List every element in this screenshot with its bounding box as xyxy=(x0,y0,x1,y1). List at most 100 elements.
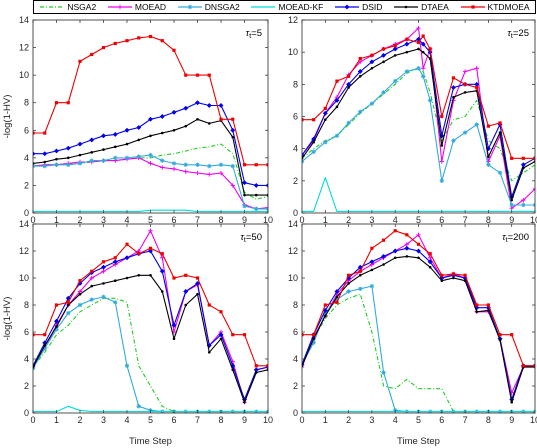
data-point xyxy=(404,41,410,47)
data-point xyxy=(497,170,503,175)
data-point xyxy=(125,242,129,246)
data-point xyxy=(243,193,246,197)
series-group xyxy=(33,228,268,413)
data-point xyxy=(184,124,188,128)
data-point xyxy=(231,333,235,337)
data-point xyxy=(66,310,71,316)
x-tick-label: 1 xyxy=(323,215,328,225)
y-tick-label: 2 xyxy=(293,381,298,391)
data-point xyxy=(101,260,106,264)
legend-marker xyxy=(404,5,408,9)
tau-annotation: τt=200 xyxy=(502,232,529,244)
series-line-moead-kf xyxy=(302,177,535,212)
data-point xyxy=(66,101,70,105)
x-tick-label: 5 xyxy=(148,415,153,425)
y-tick-label: 0 xyxy=(24,408,29,418)
data-point xyxy=(420,74,426,79)
legend-item: DNSGA2 xyxy=(177,2,240,12)
data-point xyxy=(195,73,200,77)
data-point xyxy=(382,60,385,64)
data-point xyxy=(440,114,444,119)
chart-panel-3: 0 1 2 3 4 5 6 7 8 9 1002468101214τt=50-log(1-HV)Ti… xyxy=(2,219,273,447)
y-tick-label: 4 xyxy=(24,153,29,163)
data-point xyxy=(302,152,305,158)
y-tick-label: 12 xyxy=(288,246,298,256)
data-point xyxy=(463,279,467,283)
x-tick-label: 8 xyxy=(486,215,491,225)
data-point xyxy=(452,276,455,280)
data-point xyxy=(393,229,397,233)
y-tick-label: 6 xyxy=(24,125,29,135)
data-point xyxy=(532,186,535,192)
data-point xyxy=(196,117,199,121)
data-point xyxy=(440,144,444,147)
data-point xyxy=(347,74,351,78)
data-point xyxy=(510,400,513,404)
data-point xyxy=(206,102,212,109)
data-point xyxy=(78,59,82,63)
chart-panel-2: 012345678910024681012τt=25 xyxy=(288,15,537,225)
data-point xyxy=(334,97,340,103)
data-point xyxy=(475,303,479,307)
data-point xyxy=(184,273,188,277)
data-point xyxy=(381,90,386,95)
data-point xyxy=(521,197,526,203)
data-point xyxy=(416,66,421,71)
data-point xyxy=(335,105,339,109)
data-point xyxy=(463,273,467,277)
data-point xyxy=(370,246,374,250)
data-point xyxy=(358,74,362,78)
data-point xyxy=(462,69,468,74)
data-point xyxy=(54,327,59,332)
data-point xyxy=(77,141,83,147)
data-point xyxy=(404,69,410,74)
data-point xyxy=(312,140,315,144)
x-tick-label: 3 xyxy=(369,415,374,425)
data-point xyxy=(90,52,94,57)
data-point xyxy=(405,233,409,237)
data-point xyxy=(451,272,456,276)
data-point xyxy=(254,206,259,212)
data-point xyxy=(381,238,386,242)
data-point xyxy=(312,118,316,122)
data-point xyxy=(230,163,235,169)
data-point xyxy=(440,279,444,283)
data-point xyxy=(416,232,421,237)
tau-subscript: t xyxy=(506,237,508,244)
x-tick-label: 2 xyxy=(77,215,82,225)
data-point xyxy=(100,264,107,270)
data-point xyxy=(254,193,258,197)
data-point xyxy=(420,41,426,47)
data-point xyxy=(451,76,456,80)
data-point xyxy=(219,117,223,121)
data-point xyxy=(404,245,410,251)
data-point xyxy=(335,295,339,299)
data-point xyxy=(323,303,327,307)
data-point xyxy=(113,41,117,46)
data-point xyxy=(427,259,433,265)
data-point xyxy=(55,157,58,161)
data-point xyxy=(195,170,200,176)
legend-label: DNSGA2 xyxy=(204,2,240,12)
tau-symbol: τ xyxy=(240,232,245,243)
data-point xyxy=(100,133,107,139)
data-point xyxy=(521,364,525,368)
data-point xyxy=(266,364,268,368)
data-point xyxy=(463,91,467,94)
legend-swatch xyxy=(177,4,202,10)
legend-label: MOEAD-KF xyxy=(278,2,324,12)
data-point xyxy=(125,276,129,280)
data-point xyxy=(302,364,305,370)
tau-symbol: τ xyxy=(507,28,512,39)
data-point xyxy=(393,44,397,48)
data-point xyxy=(89,137,95,143)
data-point xyxy=(324,314,327,318)
x-tick-label: 0 xyxy=(30,215,35,225)
x-tick-label: 9 xyxy=(242,415,247,425)
data-point xyxy=(160,290,164,293)
data-point xyxy=(89,297,94,302)
x-tick-label: 6 xyxy=(171,415,176,425)
data-point xyxy=(380,52,387,58)
data-point xyxy=(65,145,71,151)
data-point xyxy=(370,66,374,70)
